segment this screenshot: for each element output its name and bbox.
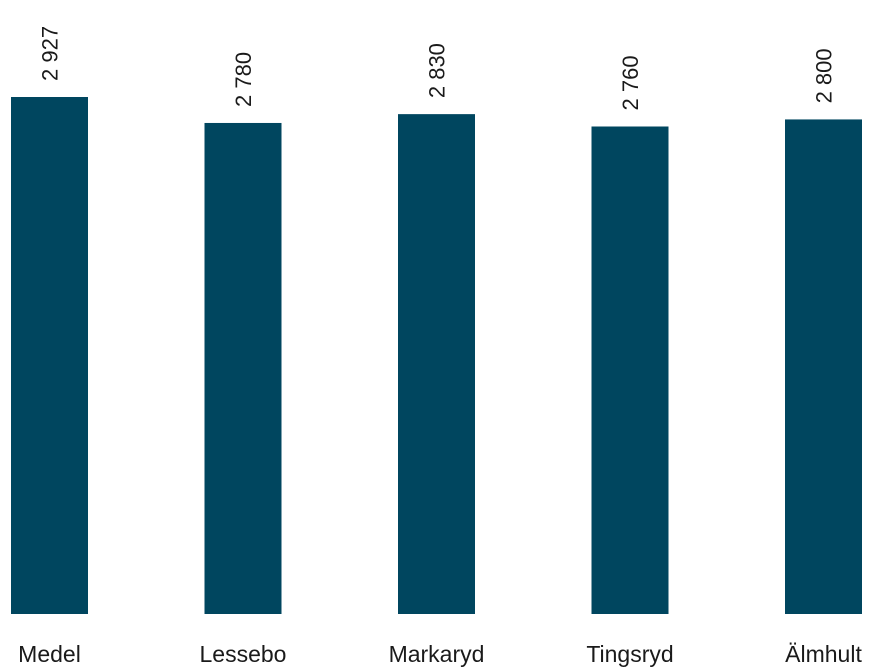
bar-tingsryd — [591, 126, 669, 614]
value-label: 2 780 — [231, 52, 256, 107]
bar--lmhult — [785, 119, 862, 614]
value-label: 2 800 — [812, 48, 837, 103]
bar-lessebo — [204, 122, 282, 614]
category-label: Medel — [18, 641, 81, 667]
value-label: 2 927 — [38, 26, 63, 81]
category-label: Markaryd — [389, 641, 485, 667]
category-label: Tingsryd — [586, 641, 673, 667]
bars-group — [11, 97, 862, 614]
category-label: Älmhult — [785, 641, 862, 667]
value-label: 2 830 — [425, 43, 450, 98]
value-label: 2 760 — [618, 55, 643, 110]
category-label: Lessebo — [200, 641, 287, 667]
bar-markaryd — [398, 114, 475, 614]
bar-medel — [11, 97, 88, 614]
category-labels-group: Medel Lessebo Markaryd Tingsryd Älmhult — [18, 641, 862, 667]
value-labels-group: 2 927 2 780 2 830 2 760 2 800 — [38, 26, 837, 111]
